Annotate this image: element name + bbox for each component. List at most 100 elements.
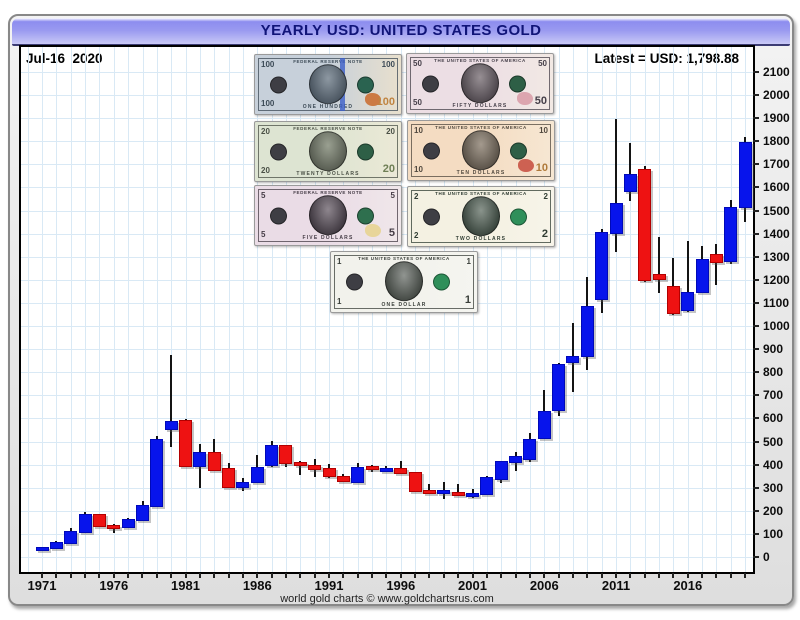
candle-2011 (609, 203, 623, 235)
corner-denomination: 100 (381, 60, 395, 69)
corner-denomination: 50 (534, 95, 547, 107)
federal-reserve-seal (423, 208, 440, 225)
y-axis-label: 0 (763, 550, 770, 564)
horizontal-gridline (21, 557, 753, 558)
vertical-gridline (515, 47, 517, 572)
x-tick (385, 573, 388, 578)
corner-denomination: 50 (413, 98, 422, 107)
candle-1978 (136, 504, 149, 521)
x-axis-label: 1986 (242, 578, 272, 593)
candle-2018 (709, 253, 723, 263)
candle-1992 (336, 475, 350, 483)
corner-denomination: 2 (414, 231, 419, 240)
y-axis-label: 1000 (763, 319, 790, 333)
x-tick (672, 573, 675, 578)
plot-area: Jul-16 2020 Latest = USD: 1,798.88 FEDER… (21, 47, 753, 572)
candle-1976 (107, 524, 121, 529)
federal-reserve-seal (346, 273, 363, 291)
vertical-gridline (214, 47, 216, 572)
y-tick (753, 163, 759, 166)
candle-2004 (509, 456, 523, 464)
10-dollar-bill: THE UNITED STATES OF AMERICA TEN DOLLARS 1… (407, 120, 555, 181)
vertical-gridline (314, 47, 316, 572)
candle-2003 (494, 460, 508, 480)
x-tick (141, 573, 144, 578)
x-tick (557, 573, 560, 578)
candle-2010 (595, 232, 609, 300)
treasury-seal (357, 76, 374, 93)
y-tick (753, 255, 759, 258)
portrait-oval (385, 261, 423, 302)
y-axis-label: 1100 (763, 295, 790, 310)
candle-2009 (580, 305, 594, 357)
bill-frame (410, 57, 550, 110)
vertical-gridline (156, 47, 158, 572)
x-tick (428, 573, 431, 578)
accent-mark (365, 93, 381, 106)
candle-1998 (422, 490, 436, 495)
corner-denomination: 1 (466, 257, 471, 266)
y-tick (753, 140, 759, 143)
wick-2011 (615, 119, 617, 253)
vertical-gridline (630, 47, 632, 572)
portrait-oval (462, 129, 500, 170)
x-tick (471, 573, 474, 578)
y-axis-label: 1400 (763, 226, 790, 241)
candle-1985 (236, 481, 250, 488)
candle-2013 (638, 168, 652, 281)
vertical-gridline (329, 47, 330, 572)
candle-1988 (279, 445, 293, 465)
candle-2012 (623, 174, 637, 192)
bill-denomination-text: ONE DOLLAR (381, 302, 427, 308)
bill-frame (411, 190, 551, 243)
candle-1974 (78, 513, 92, 533)
y-tick (753, 186, 759, 189)
vertical-gridline (271, 47, 273, 572)
y-tick (753, 209, 759, 212)
candle-1981 (179, 420, 192, 468)
federal-reserve-seal (270, 76, 287, 93)
corner-denomination: 100 (261, 99, 275, 108)
candle-2014 (652, 274, 666, 281)
bill-denomination-text: TWO DOLLARS (455, 236, 507, 242)
candle-1983 (207, 452, 221, 471)
vertical-gridline (128, 47, 130, 572)
corner-denomination: 1 (337, 297, 342, 306)
candle-2001 (466, 493, 479, 498)
y-tick (753, 301, 759, 304)
bill-frame (258, 125, 398, 178)
vertical-gridline (745, 47, 747, 572)
candle-2002 (480, 476, 494, 495)
candle-1989 (293, 461, 307, 467)
treasury-seal (433, 273, 450, 291)
candle-1994 (365, 465, 379, 471)
candle-2008 (566, 356, 580, 364)
x-tick (313, 573, 316, 578)
x-tick (241, 573, 244, 578)
y-axis-label: 100 (763, 526, 784, 541)
x-tick (701, 573, 704, 578)
vertical-gridline (185, 47, 187, 572)
x-tick (500, 573, 503, 578)
corner-denomination: 20 (261, 166, 270, 175)
accent-mark (517, 92, 533, 105)
1-dollar-bill: THE UNITED STATES OF AMERICA ONE DOLLAR 1 1… (330, 251, 478, 313)
x-tick (600, 573, 603, 578)
x-tick (198, 573, 201, 578)
x-tick (328, 573, 330, 578)
page-title: YEARLY USD: UNITED STATES GOLD (260, 22, 542, 39)
y-axis-label: 600 (763, 411, 784, 426)
bill-top-text: FEDERAL RESERVE NOTE (293, 59, 363, 64)
horizontal-gridline (21, 533, 753, 535)
corner-denomination: 5 (261, 230, 266, 239)
treasury-seal (357, 143, 374, 160)
corner-denomination: 10 (414, 126, 423, 135)
wick-2016 (686, 241, 689, 312)
x-axis-label: 1996 (386, 578, 416, 593)
2-dollar-bill: THE UNITED STATES OF AMERICA TWO DOLLARS 2… (407, 186, 555, 247)
vertical-gridline (300, 47, 302, 572)
horizontal-gridline (21, 118, 753, 120)
treasury-seal (357, 207, 374, 224)
vertical-gridline (242, 47, 244, 572)
candle-2006 (537, 411, 551, 439)
